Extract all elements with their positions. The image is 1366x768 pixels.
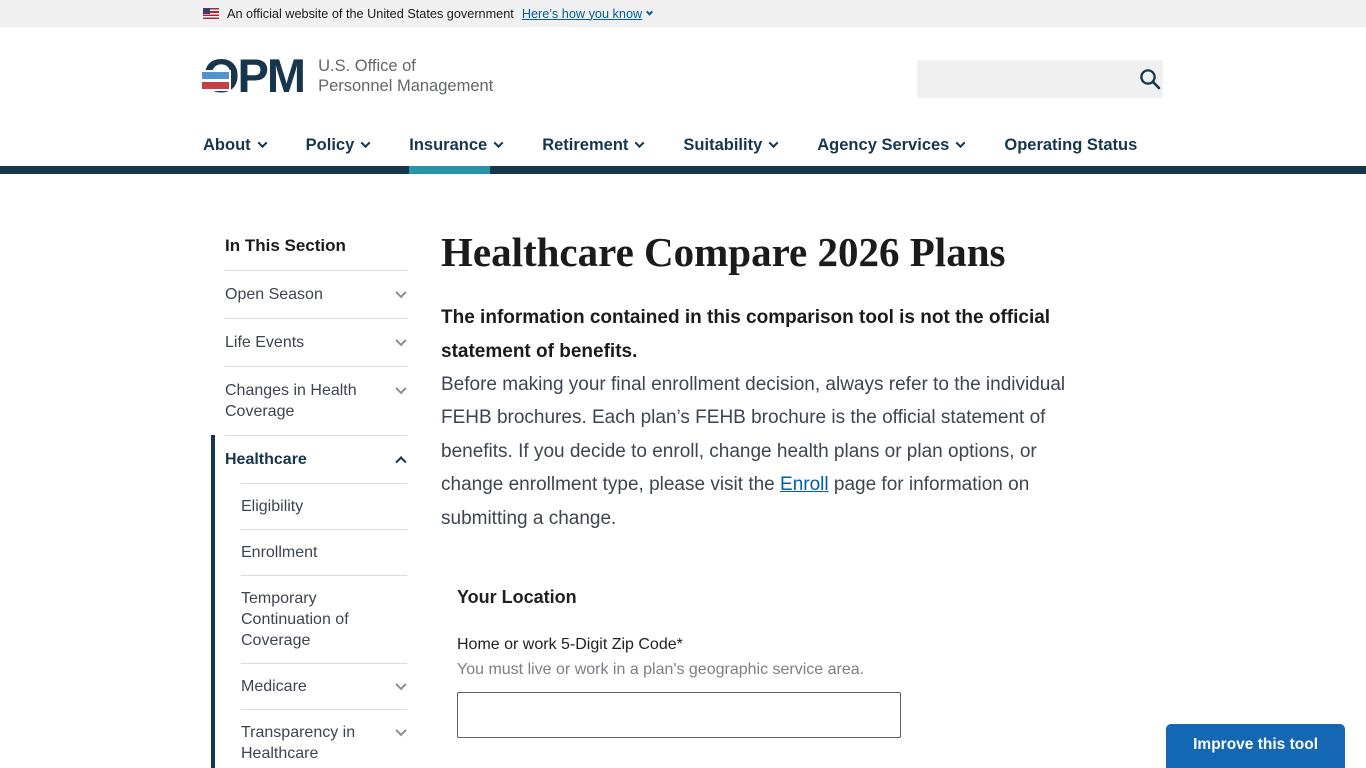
nav-accent-bar bbox=[0, 166, 1366, 174]
search-button[interactable] bbox=[1136, 60, 1163, 98]
chevron-down-icon bbox=[634, 137, 645, 148]
sidebar-item-eligibility[interactable]: Eligibility bbox=[241, 483, 407, 529]
chevron-down-icon bbox=[360, 137, 371, 148]
chevron-up-icon bbox=[395, 456, 407, 468]
gov-banner-text: An official website of the United States… bbox=[227, 6, 514, 21]
sidebar-item-life-events[interactable]: Life Events bbox=[225, 318, 407, 366]
primary-nav: About Policy Insurance Retirement Suitab… bbox=[0, 125, 1366, 174]
chevron-down-icon bbox=[646, 8, 654, 16]
heres-how-you-know-link[interactable]: Here’s how you know bbox=[522, 7, 654, 21]
sidebar-item-medicare[interactable]: Medicare bbox=[241, 663, 407, 709]
sidebar-item-transparency-in-healthcare[interactable]: Transparency in Healthcare bbox=[241, 709, 407, 768]
gov-banner: An official website of the United States… bbox=[0, 0, 1366, 27]
section-sidebar: In This Section Open Season Life Events … bbox=[211, 230, 407, 768]
nav-item-policy[interactable]: Policy bbox=[306, 125, 371, 166]
search-icon bbox=[1139, 69, 1160, 90]
chevron-down-icon bbox=[395, 678, 407, 691]
sidebar-item-temporary-continuation-of-coverage[interactable]: Temporary Continuation of Coverage bbox=[241, 575, 407, 663]
sidebar-title: In This Section bbox=[225, 236, 346, 255]
sidebar-item-enrollment[interactable]: Enrollment bbox=[241, 529, 407, 575]
chevron-down-icon bbox=[395, 286, 407, 299]
chevron-down-icon bbox=[955, 137, 966, 148]
opm-logo-link[interactable]: OPM U.S. Office of Personnel Management bbox=[202, 49, 494, 102]
nav-item-insurance[interactable]: Insurance bbox=[409, 125, 504, 174]
chevron-down-icon bbox=[395, 334, 407, 347]
site-header: OPM U.S. Office of Personnel Management bbox=[0, 27, 1366, 125]
chevron-down-icon bbox=[768, 137, 779, 148]
content-area: In This Section Open Season Life Events … bbox=[0, 174, 1366, 768]
page-title: Healthcare Compare 2026 Plans bbox=[441, 229, 1006, 275]
agency-name: U.S. Office of Personnel Management bbox=[318, 57, 494, 95]
sidebar-item-healthcare[interactable]: Healthcare bbox=[225, 435, 407, 483]
chevron-down-icon bbox=[395, 382, 407, 395]
us-flag-icon bbox=[203, 8, 219, 19]
chevron-down-icon bbox=[395, 724, 407, 737]
zip-code-hint: You must live or work in a plan's geogra… bbox=[457, 661, 865, 679]
sidebar-group-healthcare: Healthcare Eligibility Enrollment Tempor… bbox=[211, 435, 407, 768]
search-input[interactable] bbox=[917, 60, 1136, 98]
opm-logo: OPM bbox=[202, 49, 306, 102]
opm-logo-stripes-icon bbox=[202, 72, 229, 89]
search-box bbox=[917, 60, 1163, 98]
main-content: Healthcare Compare 2026 Plans The inform… bbox=[441, 229, 1103, 739]
intro-paragraph: Before making your final enrollment deci… bbox=[441, 373, 1066, 529]
chevron-down-icon bbox=[257, 137, 268, 148]
improve-this-tool-button[interactable]: Improve this tool bbox=[1166, 724, 1345, 768]
your-location-section: Your Location Home or work 5-Digit Zip C… bbox=[457, 587, 1103, 739]
sidebar-item-open-season[interactable]: Open Season bbox=[225, 270, 407, 318]
zip-code-label: Home or work 5-Digit Zip Code* bbox=[457, 636, 683, 654]
nav-item-suitability[interactable]: Suitability bbox=[683, 125, 779, 166]
nav-item-operating-status[interactable]: Operating Status bbox=[1004, 136, 1138, 154]
chevron-down-icon bbox=[493, 137, 504, 148]
zip-code-input[interactable] bbox=[457, 692, 901, 739]
sidebar-healthcare-children: Eligibility Enrollment Temporary Continu… bbox=[241, 483, 407, 768]
your-location-heading: Your Location bbox=[457, 587, 577, 608]
nav-item-about[interactable]: About bbox=[203, 125, 268, 166]
disclaimer-bold-text: The information contained in this compar… bbox=[441, 307, 1051, 362]
sidebar-item-changes-in-health-coverage[interactable]: Changes in Health Coverage bbox=[225, 366, 407, 435]
nav-item-retirement[interactable]: Retirement bbox=[542, 125, 645, 166]
enroll-link[interactable]: Enroll bbox=[780, 474, 829, 496]
nav-item-agency-services[interactable]: Agency Services bbox=[817, 125, 966, 166]
